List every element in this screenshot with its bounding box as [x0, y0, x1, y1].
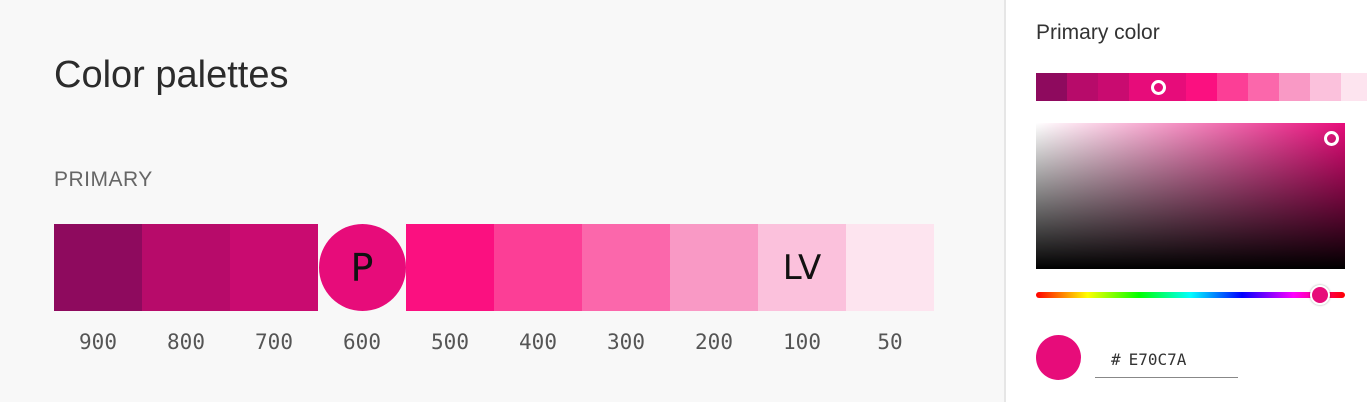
swatch-800[interactable]: [142, 224, 230, 311]
hex-prefix: #: [1111, 349, 1121, 369]
swatch-400[interactable]: [494, 224, 582, 311]
saturation-value-area[interactable]: [1036, 123, 1345, 269]
swatch-badge: LV: [782, 247, 822, 288]
section-label-primary: PRIMARY: [54, 168, 153, 191]
shade-strip-item[interactable]: [1036, 73, 1067, 101]
shade-label: 800: [167, 330, 205, 354]
shade-label: 500: [431, 330, 469, 354]
shade-strip-item[interactable]: [1248, 73, 1279, 101]
swatch-300[interactable]: [582, 224, 670, 311]
panel-divider: [1004, 0, 1006, 402]
color-preview: [1036, 335, 1081, 380]
palette-swatch-row: P LV: [54, 224, 934, 311]
shade-label: 300: [607, 330, 645, 354]
shade-label-row: 900 800 700 600 500 400 300 200 100 50: [54, 330, 934, 354]
palette-area: Color palettes PRIMARY P LV 900 800 700 600 5…: [54, 54, 934, 354]
page-title: Color palettes: [54, 54, 289, 96]
shade-label: 900: [79, 330, 117, 354]
shade-label: 50: [877, 330, 903, 354]
swatch-700[interactable]: [230, 224, 318, 311]
hex-field[interactable]: #: [1095, 341, 1238, 378]
primary-marker: P: [318, 224, 406, 311]
hex-input[interactable]: [1128, 349, 1229, 369]
picker-title: Primary color: [1036, 21, 1160, 44]
color-picker-panel: Primary color #: [1006, 0, 1367, 402]
shade-strip-marker: [1150, 80, 1166, 95]
shade-label: 100: [783, 330, 821, 354]
shade-label: 400: [519, 330, 557, 354]
hue-slider[interactable]: [1036, 285, 1345, 305]
shade-strip-item[interactable]: [1186, 73, 1217, 101]
saturation-value-handle[interactable]: [1324, 131, 1339, 146]
swatch-500[interactable]: [406, 224, 494, 311]
swatch-50[interactable]: [846, 224, 934, 311]
shade-strip: [1036, 73, 1367, 101]
shade-strip-item[interactable]: [1279, 73, 1310, 101]
shade-strip-item[interactable]: [1067, 73, 1098, 101]
shade-label: 700: [255, 330, 293, 354]
swatch-100[interactable]: LV: [758, 224, 846, 311]
swatch-600[interactable]: P: [318, 224, 406, 311]
shade-label: 200: [695, 330, 733, 354]
shade-strip-item[interactable]: [1129, 73, 1186, 101]
swatch-200[interactable]: [670, 224, 758, 311]
swatch-900[interactable]: [54, 224, 142, 311]
shade-strip-item[interactable]: [1310, 73, 1341, 101]
hue-slider-thumb[interactable]: [1310, 285, 1331, 305]
shade-strip-item[interactable]: [1341, 73, 1367, 101]
shade-strip-item[interactable]: [1098, 73, 1129, 101]
shade-strip-item[interactable]: [1217, 73, 1248, 101]
shade-label: 600: [343, 330, 381, 354]
